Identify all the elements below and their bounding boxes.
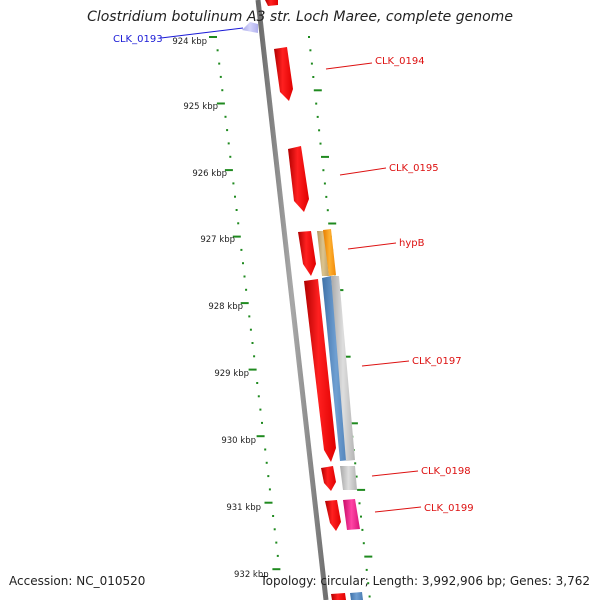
gene-top-fragment[interactable] (265, 0, 278, 6)
leader-clk-0197 (361, 360, 410, 367)
scale-label-927kbp: 927 kbp (200, 235, 235, 245)
gene-label-hypb[interactable]: hypB (399, 238, 425, 249)
leader-clk-0193 (160, 27, 244, 39)
gene-label-clk-0197[interactable]: CLK_0197 (412, 356, 462, 367)
gene-bottom-blue[interactable] (350, 592, 363, 600)
gene-clk-0193[interactable] (242, 22, 258, 33)
gene-bottom-red[interactable] (331, 593, 346, 600)
gene-hypb-orange[interactable] (323, 229, 336, 276)
gene-clk-0197[interactable] (304, 279, 336, 462)
leader-hypb (347, 242, 397, 250)
scale-label-931kbp: 931 kbp (226, 503, 261, 513)
gene-label-clk-0193[interactable]: CLK_0193 (113, 34, 163, 45)
leader-clk-0195 (339, 167, 387, 176)
scale-label-930kbp: 930 kbp (221, 436, 256, 446)
gene-grey-long[interactable] (331, 276, 355, 461)
gene-label-clk-0198[interactable]: CLK_0198 (421, 466, 471, 477)
gene-label-clk-0199[interactable]: CLK_0199 (424, 503, 474, 514)
scale-label-925kbp: 925 kbp (183, 102, 218, 112)
gene-features (242, 0, 363, 600)
gene-clk-0199[interactable] (325, 500, 341, 531)
scale-label-929kbp: 929 kbp (214, 369, 249, 379)
genome-backbone (255, 0, 329, 601)
scale-label-928kbp: 928 kbp (208, 302, 243, 312)
leader-clk-0198 (371, 470, 419, 477)
scale-ticks-left (209, 36, 281, 571)
gene-grey-small[interactable] (340, 466, 357, 490)
gene-labels: CLK_0193 CLK_0194 CLK_0195 hypB CLK_0197… (113, 34, 474, 514)
gene-label-clk-0194[interactable]: CLK_0194 (375, 56, 425, 67)
gene-clk-0195[interactable] (288, 146, 309, 212)
scale-label-926kbp: 926 kbp (192, 169, 227, 179)
leader-clk-0199 (374, 506, 422, 513)
genome-title: Clostridium botulinum A3 str. Loch Maree… (87, 9, 513, 25)
gene-tan-segment[interactable] (317, 231, 329, 276)
gene-clk-0194[interactable] (274, 47, 293, 101)
topology-summary: Topology: circular; Length: 3,992,906 bp… (260, 574, 590, 588)
leader-clk-0194 (325, 62, 373, 70)
gene-pink[interactable] (343, 499, 360, 530)
gene-clk-0198[interactable] (321, 466, 336, 491)
scale-label-932kbp: 932 kbp (234, 570, 269, 580)
gene-hypb-red[interactable] (298, 231, 316, 276)
scale-labels: 924 kbp 925 kbp 926 kbp 927 kbp 928 kbp … (172, 37, 268, 580)
scale-label-924kbp: 924 kbp (172, 37, 207, 47)
accession-label: Accession: NC_010520 (9, 574, 146, 588)
gene-label-clk-0195[interactable]: CLK_0195 (389, 163, 439, 174)
label-leader-lines (160, 27, 422, 513)
